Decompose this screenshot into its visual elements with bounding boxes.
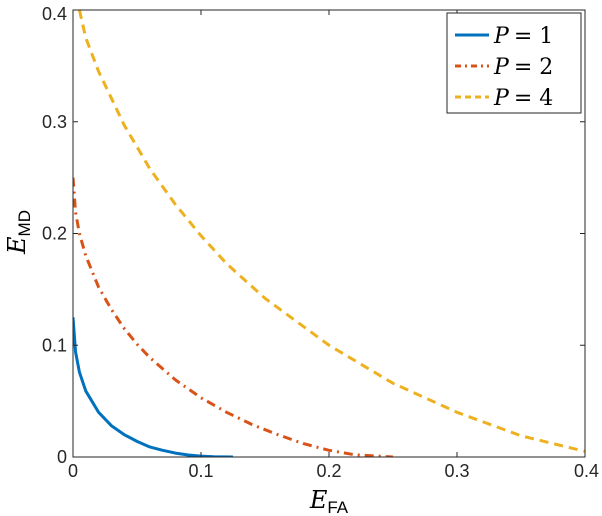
legend-label-var: P [493,24,510,49]
legend-label-val: = 2 [514,55,553,80]
y-tick-label: 0.4 [42,4,67,24]
x-axis-label-main: E [309,486,328,514]
legend-label-val: = 4 [514,86,553,111]
y-tick-label: 0.3 [42,112,67,132]
y-axis-label-sub: MD [15,210,34,236]
x-tick-label: 0.3 [444,461,469,481]
x-axis-label: EFA [309,486,349,516]
series-line-3 [77,10,585,453]
y-tick-label: 0.2 [42,224,67,244]
legend-label-var: P [493,55,510,80]
legend-label-val: = 1 [514,24,553,49]
y-tick-label: 0 [57,447,67,467]
x-tick-label: 0.2 [316,461,341,481]
x-tick-label: 0.4 [574,461,599,481]
legend-label-3: P = 4 [493,86,553,111]
legend-label-2: P = 2 [493,55,553,80]
legend-label-1: P = 1 [493,24,553,49]
series-line-2 [73,177,394,457]
y-axis-label-main: E [3,236,31,255]
y-tick-label: 0.1 [42,335,67,355]
series-line-1 [73,317,234,457]
y-axis-label: EMD [3,210,34,255]
x-tick-label: 0 [68,461,78,481]
legend-label-var: P [493,86,510,111]
legend: P = 1P = 2P = 4 [446,12,582,114]
x-tick-label: 0.1 [188,461,213,481]
x-axis-label-sub: FA [327,498,348,516]
